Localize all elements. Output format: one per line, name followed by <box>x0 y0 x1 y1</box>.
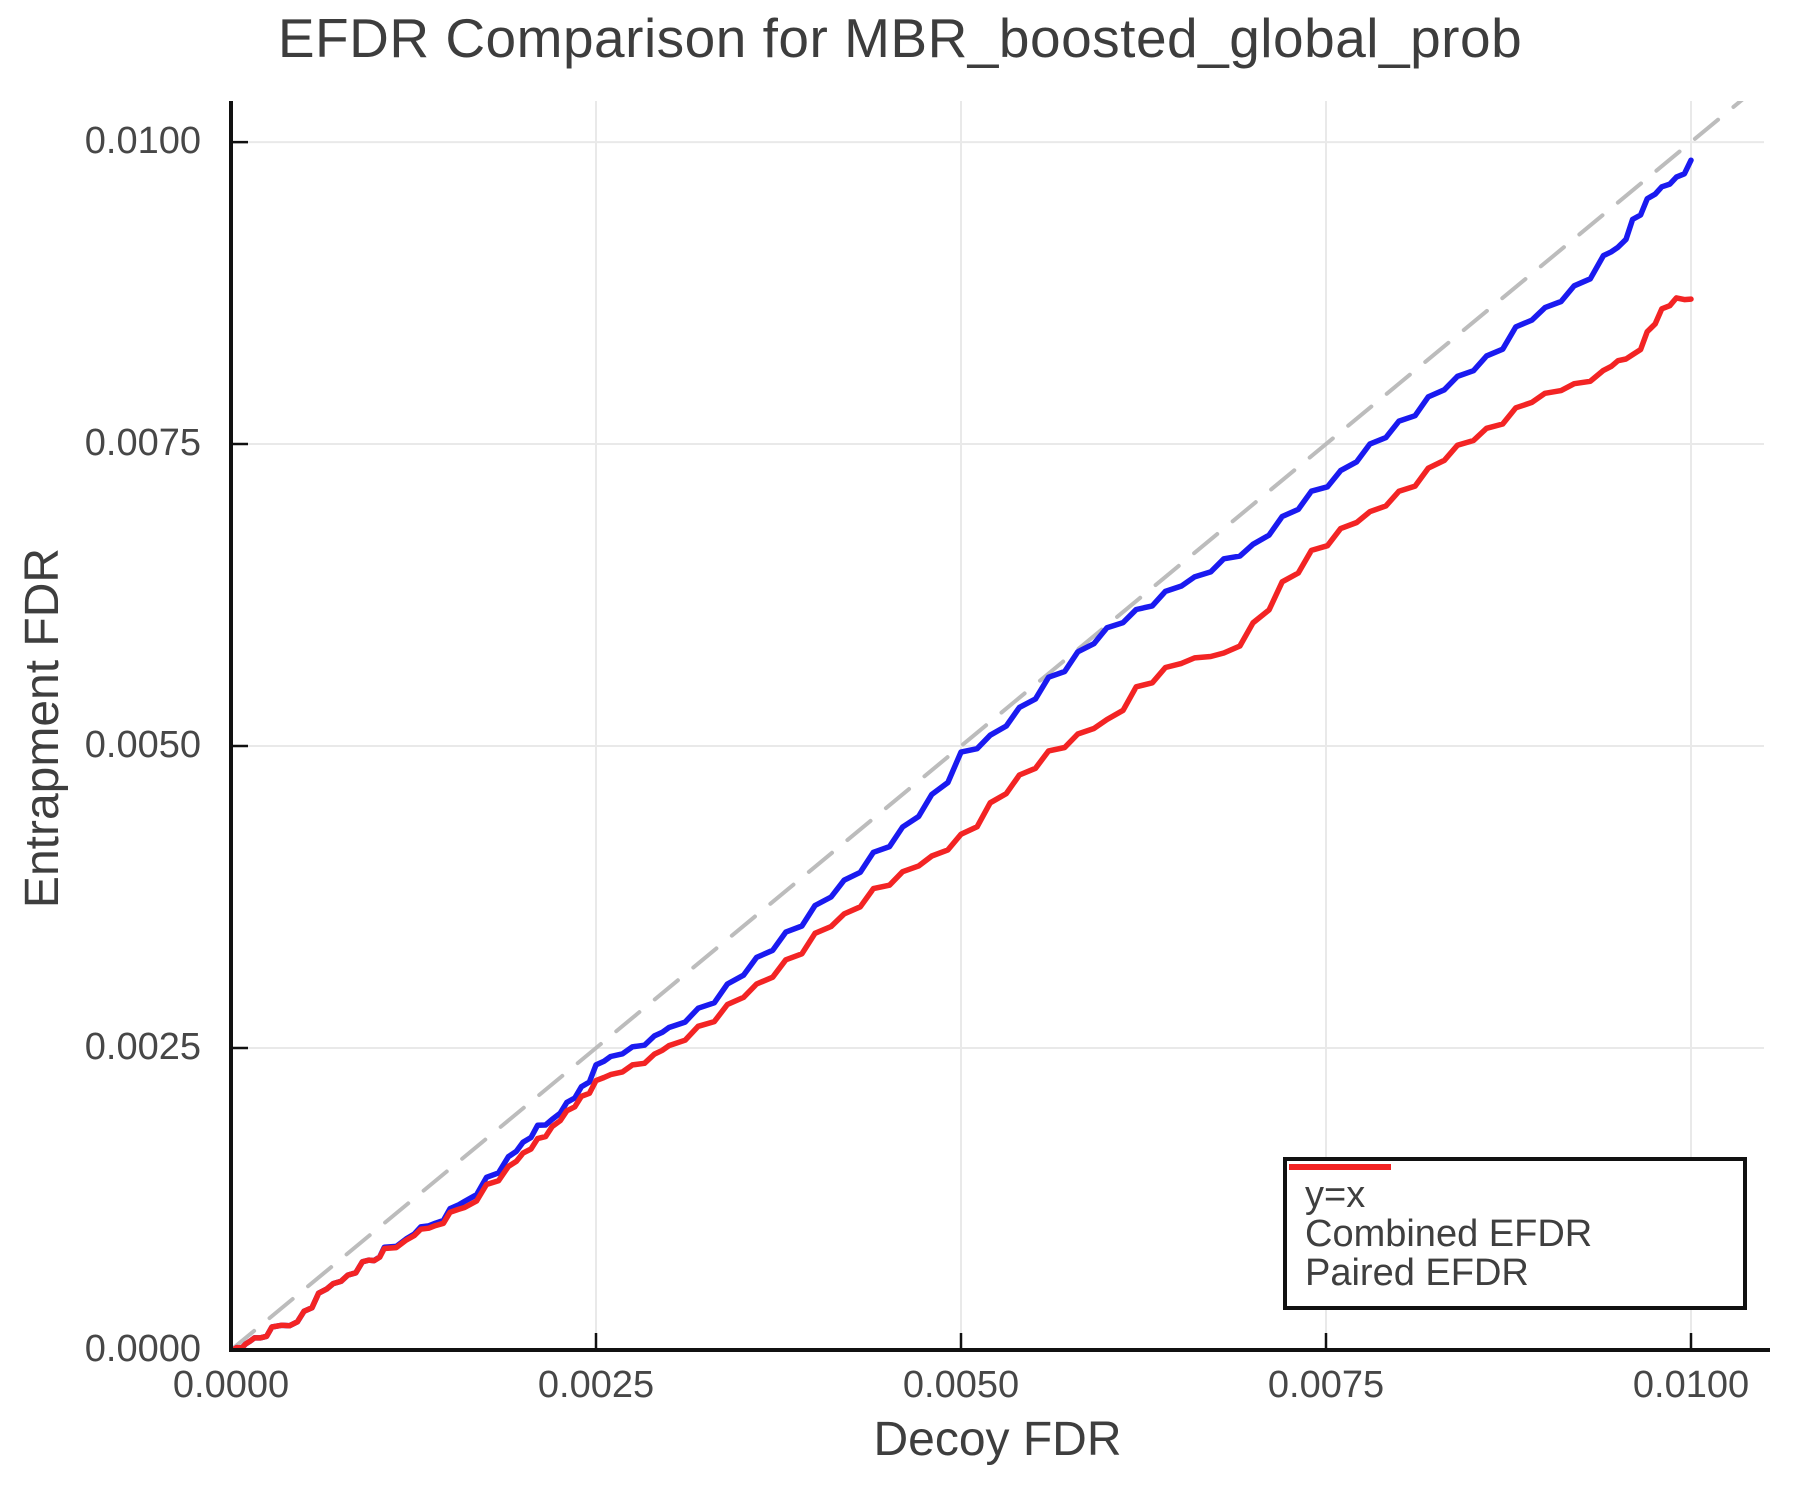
legend-entry: Paired EFDR <box>1289 1164 1743 1294</box>
x-tick-label: 0.0000 <box>172 1364 290 1406</box>
axes-spines <box>229 101 1770 1352</box>
legend-label: Combined EFDR <box>1305 1212 1593 1255</box>
x-tick-label: 0.0075 <box>1267 1364 1385 1406</box>
x-tick-label: 0.0050 <box>902 1364 1020 1406</box>
y-tick-label: 0.0075 <box>84 422 201 465</box>
x-axis-label: Decoy FDR <box>873 1413 1122 1466</box>
y-tick-label: 0.0025 <box>84 1026 201 1069</box>
legend-label: y=x <box>1305 1173 1366 1216</box>
legend-entry: Combined EFDR <box>1289 1164 1743 1255</box>
x-tick-label: 0.0025 <box>537 1364 655 1406</box>
legend: y=x Combined EFDR Paired EFDR <box>1283 1157 1747 1310</box>
y-tick-label: 0.0050 <box>84 724 201 767</box>
series-y=x <box>231 101 1744 1350</box>
series-Paired EFDR <box>231 295 1694 1350</box>
y-axis-label: Entrapment FDR <box>16 547 69 909</box>
y-tick-label: 0.0000 <box>84 1328 201 1370</box>
y-tick-label: 0.0100 <box>84 120 201 163</box>
legend-entry: y=x <box>1289 1165 1743 1216</box>
gridlines <box>231 101 1764 1350</box>
data-series <box>231 101 1744 1350</box>
legend-label: Paired EFDR <box>1305 1251 1529 1294</box>
legend-swatch-line <box>1289 1164 1391 1170</box>
x-tick-label: 0.0100 <box>1632 1364 1750 1406</box>
chart-title: EFDR Comparison for MBR_boosted_global_p… <box>277 7 1523 69</box>
